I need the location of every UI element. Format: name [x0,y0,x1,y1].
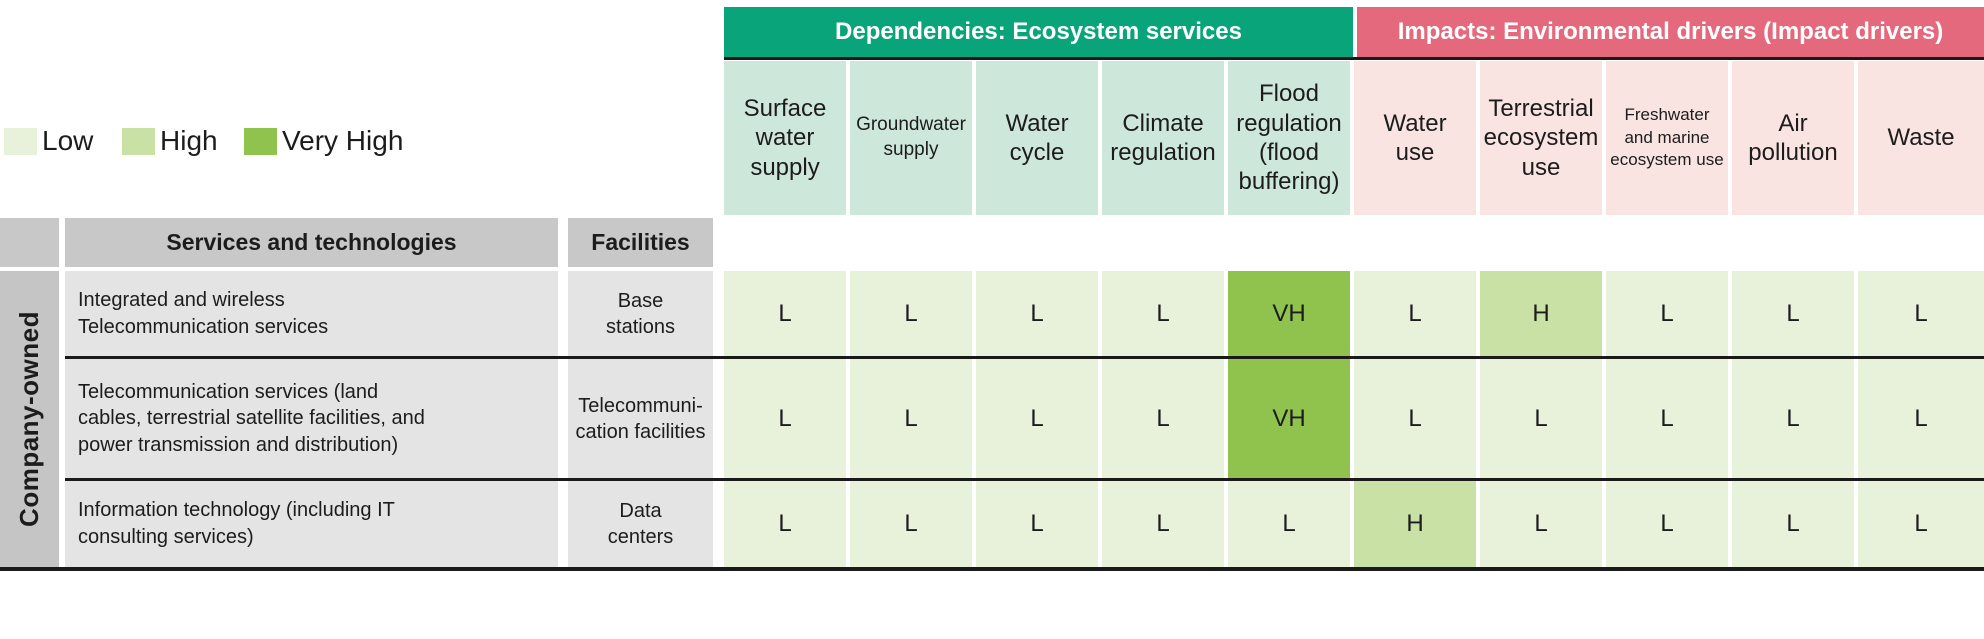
matrix-cell-r1c8: L [1606,271,1728,356]
services-cell-row2: Telecommunication services (land cables,… [65,359,558,478]
matrix-cell-r1c3: L [976,271,1098,356]
matrix-cell-r1c1: L [724,271,846,356]
group-label-company-owned: Company-owned [14,311,44,527]
column-header-groundwater-supply: Groundwater supply [850,61,972,215]
services-cell-row3: Information technology (including IT con… [65,481,558,567]
legend-swatch-very-high [244,127,277,155]
services-technologies-header: Services and technologies [65,218,558,267]
matrix-cell-r1c10: L [1858,271,1984,356]
matrix-cell-r1c2: L [850,271,972,356]
matrix-cell-r2c3: L [976,359,1098,478]
legend-label-low: Low [42,125,94,156]
matrix-cell-r3c4: L [1102,481,1224,567]
matrix-cell-r3c2: L [850,481,972,567]
table-bottom-border [0,567,1984,571]
banner-underline [724,57,1984,60]
legend-label-high: High [160,125,218,156]
matrix-cell-r1c5: VH [1228,271,1350,356]
matrix-cell-r3c6: H [1354,481,1476,567]
legend-item-very-high: Very High [244,127,403,155]
matrix-cell-r1c9: L [1732,271,1854,356]
matrix-cell-r3c3: L [976,481,1098,567]
legend-swatch-low [4,127,37,155]
facilities-header: Facilities [568,218,713,267]
legend-item-high: High [122,127,218,155]
matrix-cell-r3c10: L [1858,481,1984,567]
column-header-terrestrial-ecosystem-use: Terrestrial ecosystem use [1480,61,1602,215]
column-header-climate-regulation: Climate regulation [1102,61,1224,215]
facilities-cell-row3: Data centers [568,481,713,567]
row-divider-1 [65,356,1984,359]
matrix-cell-r3c5: L [1228,481,1350,567]
column-header-surface-water-supply: Surface water supply [724,61,846,215]
facilities-cell-row2: Telecommuni- cation facilities [568,359,713,478]
matrix-cell-r1c4: L [1102,271,1224,356]
column-header-water-use: Water use [1354,61,1476,215]
matrix-cell-r3c8: L [1606,481,1728,567]
row-divider-2 [65,478,1984,481]
group-strip-company-owned: Company-owned [0,271,59,567]
legend-label-very-high: Very High [282,125,404,156]
matrix-cell-r2c9: L [1732,359,1854,478]
column-header-air-pollution: Air pollution [1732,61,1854,215]
matrix-cell-r2c1: L [724,359,846,478]
matrix-cell-r2c2: L [850,359,972,478]
banner-dependencies: Dependencies: Ecosystem services [724,7,1353,57]
matrix-cell-r2c10: L [1858,359,1984,478]
column-header-waste: Waste [1858,61,1984,215]
facilities-cell-row1: Base stations [568,271,713,356]
group-column-header [0,218,59,267]
matrix-cell-r3c9: L [1732,481,1854,567]
services-cell-row1: Integrated and wireless Telecommunicatio… [65,271,558,356]
matrix-cell-r2c8: L [1606,359,1728,478]
matrix-cell-r2c6: L [1354,359,1476,478]
matrix-cell-r2c7: L [1480,359,1602,478]
matrix-cell-r2c4: L [1102,359,1224,478]
column-header-flood-regulation: Flood regulation (flood buffering) [1228,61,1350,215]
matrix-cell-r3c1: L [724,481,846,567]
matrix-cell-r1c7: H [1480,271,1602,356]
matrix-cell-r2c5: VH [1228,359,1350,478]
banner-impacts: Impacts: Environmental drivers (Impact d… [1357,7,1984,57]
legend-item-low: Low [4,127,93,155]
legend-swatch-high [122,127,155,155]
matrix-cell-r3c7: L [1480,481,1602,567]
column-header-freshwater-marine-ecosystem-use: Freshwater and marine ecosystem use [1606,61,1728,215]
column-header-water-cycle: Water cycle [976,61,1098,215]
matrix-cell-r1c6: L [1354,271,1476,356]
